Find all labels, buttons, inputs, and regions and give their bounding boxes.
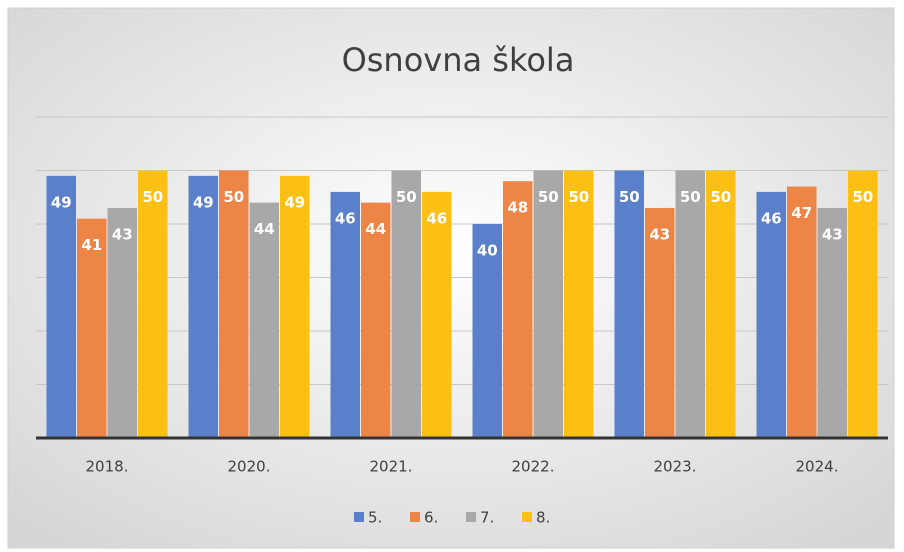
bar (848, 170, 878, 438)
data-label: 50 (568, 188, 589, 206)
bar (249, 202, 279, 438)
data-label: 44 (254, 220, 275, 238)
legend-swatch (410, 512, 420, 522)
data-label: 50 (396, 188, 417, 206)
bar (706, 170, 736, 438)
legend-swatch (522, 512, 532, 522)
x-tick-label: 2023. (654, 458, 697, 476)
bar (46, 175, 76, 438)
bar (77, 218, 107, 438)
bar (188, 175, 218, 438)
bar (756, 191, 786, 438)
data-label: 40 (477, 242, 498, 260)
bar (472, 224, 502, 438)
bar (361, 202, 391, 438)
legend-label: 6. (424, 509, 438, 527)
bar (280, 175, 310, 438)
x-tick-label: 2024. (796, 458, 839, 476)
data-label: 50 (142, 188, 163, 206)
bar (614, 170, 644, 438)
legend-swatch (466, 512, 476, 522)
x-tick-label: 2018. (86, 458, 129, 476)
bar (533, 170, 563, 438)
bar (391, 170, 421, 438)
data-label: 50 (852, 188, 873, 206)
bar (219, 170, 249, 438)
data-label: 43 (649, 225, 670, 243)
bar (330, 191, 360, 438)
x-tick-label: 2020. (228, 458, 271, 476)
data-label: 49 (51, 193, 72, 211)
legend-label: 8. (536, 509, 550, 527)
bar (564, 170, 594, 438)
data-label: 50 (710, 188, 731, 206)
data-label: 41 (81, 236, 102, 254)
bar (675, 170, 705, 438)
data-label: 43 (822, 225, 843, 243)
legend-swatch (354, 512, 364, 522)
data-label: 47 (791, 204, 812, 222)
bar (503, 181, 533, 438)
data-label: 50 (619, 188, 640, 206)
bar (787, 186, 817, 438)
data-label: 46 (335, 209, 356, 227)
data-label: 43 (112, 225, 133, 243)
bar (138, 170, 168, 438)
bar (107, 207, 137, 438)
x-tick-label: 2021. (370, 458, 413, 476)
bar (645, 207, 675, 438)
data-label: 48 (507, 199, 528, 217)
data-label: 46 (761, 209, 782, 227)
bar (817, 207, 847, 438)
chart-title: Osnovna škola (342, 41, 575, 79)
legend-label: 7. (480, 509, 494, 527)
data-label: 50 (680, 188, 701, 206)
data-label: 49 (284, 193, 305, 211)
data-label: 50 (223, 188, 244, 206)
data-label: 44 (365, 220, 386, 238)
legend-label: 5. (368, 509, 382, 527)
data-label: 49 (193, 193, 214, 211)
x-tick-label: 2022. (512, 458, 555, 476)
data-label: 46 (426, 209, 447, 227)
bar (422, 191, 452, 438)
data-label: 50 (538, 188, 559, 206)
